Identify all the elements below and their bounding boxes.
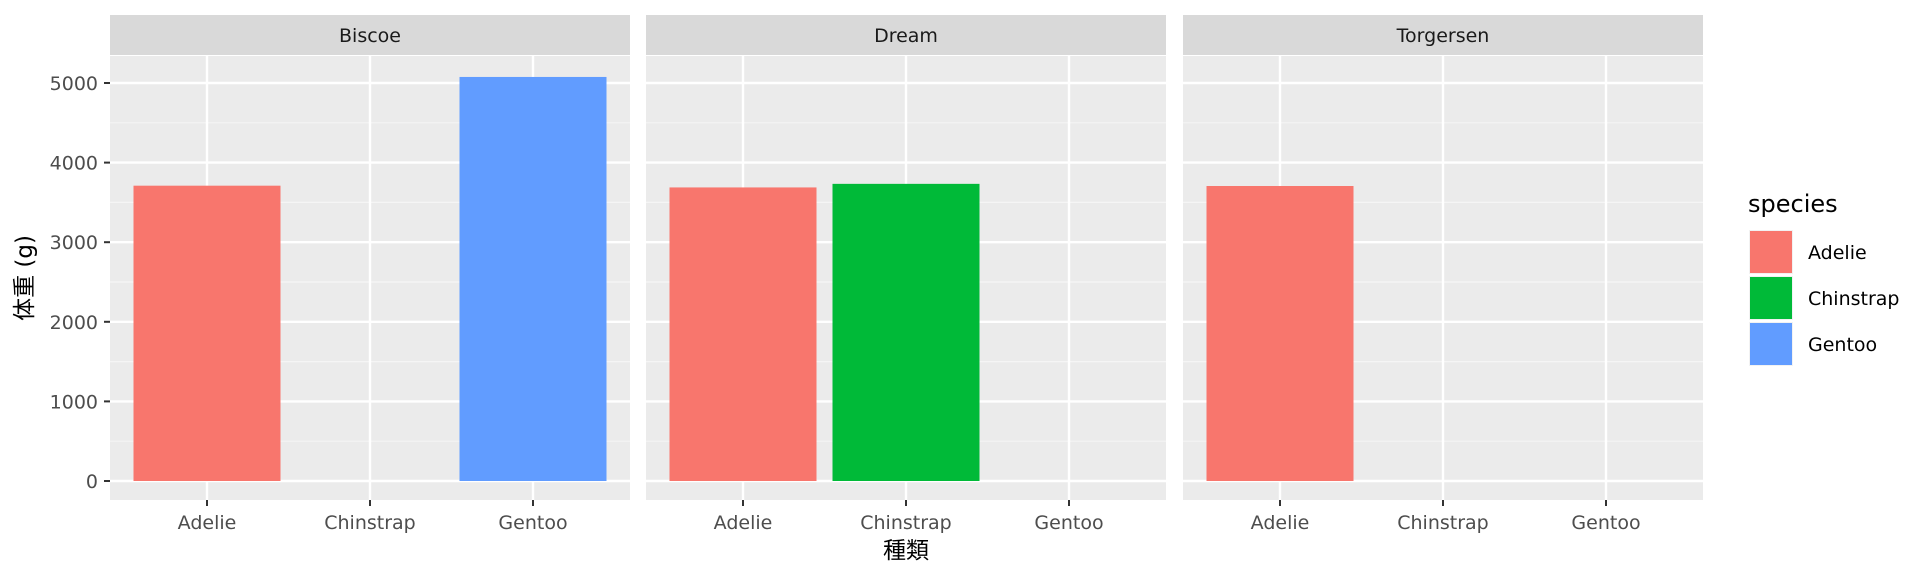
y-tick-label: 2000 [50,312,98,334]
x-tick-label: Gentoo [1034,512,1103,534]
legend-swatch-gentoo [1750,323,1792,365]
y-tick-label: 4000 [50,153,98,175]
panel-biscoe: Biscoe Adelie Chinstrap Gentoo [110,15,630,534]
legend-label: Adelie [1808,242,1867,264]
panel-dream: Dream Adelie Chinstrap Gentoo [646,15,1166,534]
facet-label: Torgersen [1396,25,1490,47]
x-tick-label: Gentoo [498,512,567,534]
x-tick-label: Chinstrap [860,512,952,534]
facet-strip [1183,15,1703,55]
bar-biscoe-adelie [133,185,281,481]
y-tick-label: 0 [86,471,98,493]
y-axis: 0 1000 2000 3000 4000 5000 [50,73,110,493]
y-axis-title: 体重 (g) [12,235,38,321]
x-tick-label: Adelie [178,512,237,534]
panels-layer: Biscoe Adelie Chinstrap Gentoo Dream Adelie Ch… [110,15,1703,534]
facet-label: Biscoe [339,25,401,47]
x-tick-label: Gentoo [1571,512,1640,534]
y-tick-label: 5000 [50,73,98,95]
legend-title: species [1748,190,1838,218]
legend-label: Chinstrap [1808,288,1900,310]
facet-strip [110,15,630,55]
y-tick-label: 3000 [50,232,98,254]
x-tick-label: Adelie [1251,512,1310,534]
legend: species Adelie Chinstrap Gentoo [1748,190,1900,366]
legend-label: Gentoo [1808,334,1877,356]
bar-dream-adelie [669,187,817,482]
y-tick-label: 1000 [50,391,98,413]
legend-swatch-chinstrap [1750,277,1792,319]
facet-strip [646,15,1166,55]
x-tick-label: Chinstrap [1397,512,1489,534]
bar-torgersen-adelie [1206,186,1354,482]
x-axis-title: 種類 [883,538,929,564]
panel-torgersen: Torgersen Adelie Chinstrap Gentoo [1183,15,1703,534]
facet-label: Dream [874,25,938,47]
bar-biscoe-gentoo [459,76,607,481]
legend-swatch-adelie [1750,231,1792,273]
x-tick-label: Chinstrap [324,512,416,534]
x-tick-label: Adelie [714,512,773,534]
bar-dream-chinstrap [832,183,980,481]
